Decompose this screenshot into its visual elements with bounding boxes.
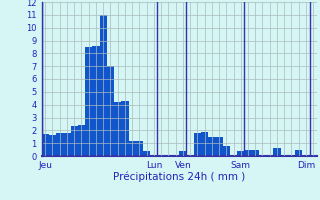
Bar [78, 125, 85, 156]
Bar [223, 146, 230, 156]
Bar [114, 102, 121, 156]
Bar [49, 135, 56, 156]
Bar [244, 150, 252, 156]
Bar [237, 151, 244, 156]
Bar [273, 148, 281, 156]
Bar [179, 151, 187, 156]
Bar [208, 137, 215, 156]
Bar [121, 101, 129, 156]
Bar [136, 141, 143, 156]
Bar [194, 133, 201, 156]
X-axis label: Précipitations 24h ( mm ): Précipitations 24h ( mm ) [113, 171, 245, 182]
Bar [143, 151, 150, 156]
Bar [107, 66, 114, 156]
Bar [295, 150, 302, 156]
Bar [42, 134, 49, 156]
Bar [92, 46, 100, 156]
Bar [71, 126, 78, 156]
Bar [100, 15, 107, 156]
Bar [85, 47, 92, 156]
Bar [201, 132, 208, 156]
Bar [63, 133, 71, 156]
Bar [56, 133, 63, 156]
Bar [215, 137, 223, 156]
Bar [252, 150, 259, 156]
Bar [129, 141, 136, 156]
